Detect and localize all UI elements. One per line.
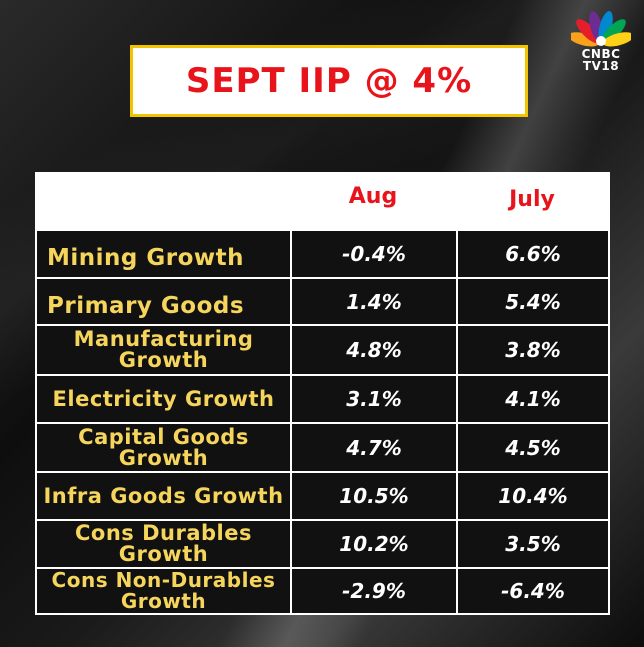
table-row: Electricity Growth 3.1% 4.1% bbox=[37, 374, 608, 422]
iip-table: Aug July Mining Growth -0.4% 6.6% Primar… bbox=[35, 172, 610, 615]
table-row: Capital Goods Growth 4.7% 4.5% bbox=[37, 422, 608, 471]
row-aug-value: 4.7% bbox=[290, 424, 456, 471]
logo-line1: CNBC bbox=[581, 47, 621, 61]
table-header-row: Aug July bbox=[37, 174, 608, 229]
table-row: Cons Durables Growth 10.2% 3.5% bbox=[37, 519, 608, 567]
logo-line2: TV18 bbox=[582, 59, 620, 73]
row-july-value: -6.4% bbox=[456, 569, 608, 613]
row-label: Manufacturing Growth bbox=[73, 327, 254, 372]
table-row: Manufacturing Growth 4.8% 3.8% bbox=[37, 324, 608, 374]
row-aug-value: 10.5% bbox=[290, 473, 456, 519]
row-july-value: 3.8% bbox=[456, 326, 608, 374]
table-row: Infra Goods Growth 10.5% 10.4% bbox=[37, 471, 608, 519]
row-label: Cons Non-Durables Growth bbox=[51, 568, 276, 613]
row-aug-value: 3.1% bbox=[290, 376, 456, 422]
row-july-value: 4.5% bbox=[456, 424, 608, 471]
row-aug-value: 1.4% bbox=[290, 279, 456, 324]
table-row: Mining Growth -0.4% 6.6% bbox=[37, 229, 608, 277]
row-label: Infra Goods Growth bbox=[43, 483, 284, 508]
header-aug: Aug bbox=[348, 184, 398, 209]
page-title: SEPT IIP @ 4% bbox=[185, 61, 473, 101]
row-july-value: 5.4% bbox=[456, 279, 608, 324]
row-label: Mining Growth bbox=[47, 244, 245, 271]
table-row: Cons Non-Durables Growth -2.9% -6.4% bbox=[37, 567, 608, 613]
peacock-icon bbox=[571, 11, 631, 47]
row-aug-value: -0.4% bbox=[290, 231, 456, 277]
row-july-value: 3.5% bbox=[456, 521, 608, 567]
table-row: Primary Goods 1.4% 5.4% bbox=[37, 277, 608, 324]
row-aug-value: 10.2% bbox=[290, 521, 456, 567]
header-july: July bbox=[509, 187, 555, 212]
row-label: Primary Goods bbox=[47, 293, 245, 319]
row-july-value: 10.4% bbox=[456, 473, 608, 519]
row-aug-value: -2.9% bbox=[290, 569, 456, 613]
row-label: Capital Goods Growth bbox=[78, 424, 249, 470]
cnbc-tv18-logo: CNBC TV18 bbox=[568, 8, 634, 78]
row-july-value: 4.1% bbox=[456, 376, 608, 422]
row-label: Cons Durables Growth bbox=[75, 521, 252, 566]
row-july-value: 6.6% bbox=[456, 231, 608, 277]
row-label: Electricity Growth bbox=[52, 386, 275, 411]
row-aug-value: 4.8% bbox=[290, 326, 456, 374]
title-box: SEPT IIP @ 4% bbox=[130, 45, 528, 117]
